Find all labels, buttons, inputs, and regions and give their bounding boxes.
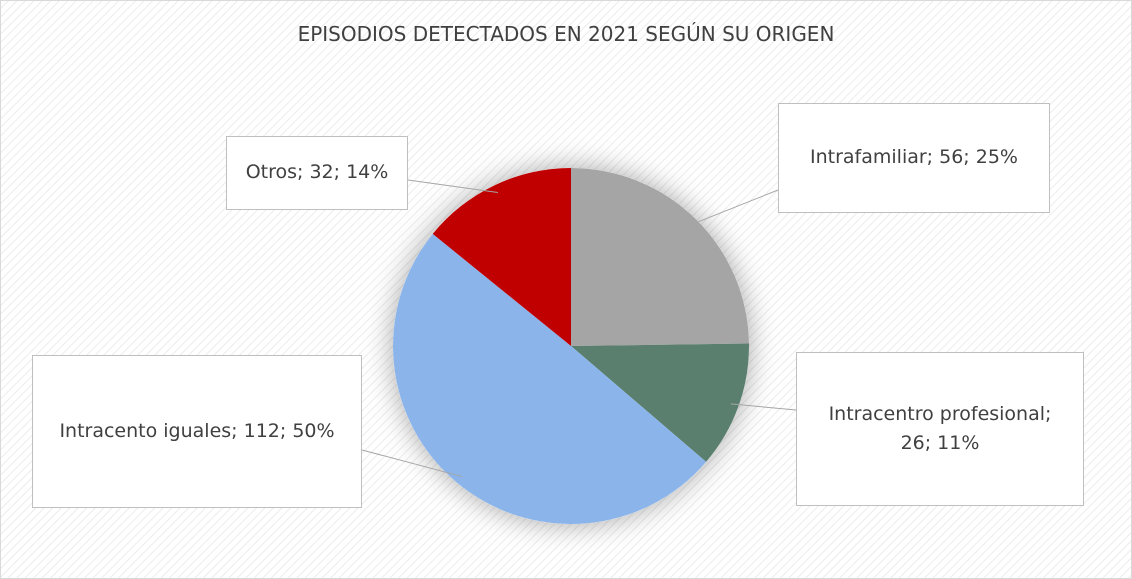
- pie-slice: [432, 168, 571, 346]
- data-label: Intrafamiliar; 56; 25%: [778, 103, 1050, 213]
- leader-line: [690, 189, 779, 226]
- pie-slice: [571, 168, 749, 346]
- chart-title: EPISODIOS DETECTADOS EN 2021 SEGÚN SU OR…: [297, 22, 835, 46]
- pie-slice: [571, 343, 749, 462]
- data-label: Otros; 32; 14%: [226, 136, 408, 210]
- data-label: Intracentro profesional; 26; 11%: [796, 352, 1084, 506]
- leader-line: [361, 449, 463, 478]
- data-label: Intracento iguales; 112; 50%: [32, 355, 362, 508]
- pie-slice: [393, 233, 707, 524]
- leader-line: [730, 403, 797, 411]
- leader-line: [407, 179, 498, 194]
- pie: [393, 168, 749, 524]
